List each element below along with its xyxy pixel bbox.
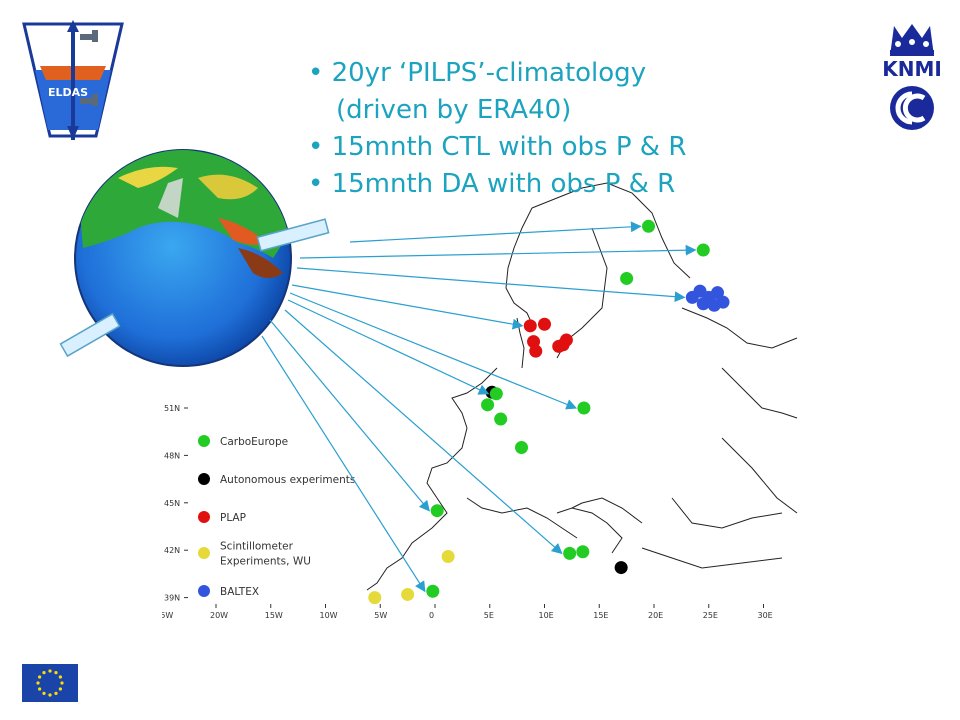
- lat-tick-label: 51N: [164, 404, 180, 413]
- bullet-item-climatology-sub: (driven by ERA40): [336, 95, 572, 125]
- site-marker-plap: [559, 333, 573, 347]
- eu-star-icon: [42, 671, 46, 675]
- eldas-logo-text: ELDAS: [48, 86, 88, 99]
- site-marker-baltex: [696, 297, 710, 311]
- eu-star-icon: [58, 687, 62, 691]
- eu-star-icon: [48, 693, 52, 697]
- site-marker-carboeurope: [577, 401, 591, 415]
- eu-star-icon: [60, 681, 64, 685]
- site-marker-carboeurope: [620, 271, 634, 285]
- legend-label-scintillometer: Experiments, WU: [220, 556, 311, 568]
- lon-tick-label: 10W: [320, 611, 338, 620]
- site-arrow: [296, 267, 686, 303]
- lon-tick-label: 5E: [484, 611, 494, 620]
- eu-star-icon: [48, 669, 52, 673]
- lon-tick-label: 0: [429, 611, 434, 620]
- legend-label-baltex: BALTEX: [220, 586, 259, 598]
- site-arrow: [287, 299, 490, 395]
- bullet-item-da: • 15mnth DA with obs P & R: [308, 169, 676, 199]
- site-marker-carboeurope: [481, 398, 495, 412]
- lat-tick-label: 39N: [164, 594, 180, 603]
- eu-star-icon: [58, 675, 62, 679]
- site-marker-carboeurope: [563, 546, 577, 560]
- lon-tick-label: 20E: [648, 611, 663, 620]
- legend-swatch-autonomous: [198, 473, 210, 485]
- globe-probe-right: [256, 218, 330, 252]
- earth-globe: [59, 149, 330, 367]
- site-marker-carboeurope: [642, 219, 656, 233]
- site-marker-scintillometer: [441, 550, 455, 564]
- coastline: [366, 182, 798, 591]
- site-marker-baltex: [707, 298, 721, 312]
- globe-probe-left: [59, 312, 121, 358]
- legend-swatch-carboeurope: [198, 435, 210, 447]
- eu-flag-icon: [22, 664, 78, 702]
- lon-tick-label: 15W: [265, 611, 283, 620]
- site-arrow: [284, 309, 563, 555]
- eu-star-icon: [36, 681, 40, 685]
- site-marker-scintillometer: [401, 587, 415, 601]
- eu-star-icon: [38, 687, 42, 691]
- legend-label-scintillometer: Scintillometer: [220, 541, 294, 553]
- lon-tick-label: 25W: [162, 611, 173, 620]
- lat-tick-label: 45N: [164, 499, 180, 508]
- site-arrow: [291, 284, 524, 330]
- legend-label-carboeurope: CarboEurope: [220, 436, 288, 448]
- site-marker-carboeurope: [696, 243, 710, 257]
- eu-star-icon: [54, 691, 58, 695]
- site-marker-carboeurope: [489, 387, 503, 401]
- site-arrows: [261, 221, 697, 593]
- site-arrow: [261, 335, 426, 593]
- site-marker-plap: [538, 317, 551, 331]
- legend-label-plap: PLAP: [220, 512, 246, 524]
- eu-star-icon: [38, 675, 42, 679]
- legend-label-autonomous: Autonomous experiments: [220, 474, 355, 486]
- site-marker-carboeurope: [576, 545, 590, 559]
- site-marker-plap: [523, 319, 537, 333]
- bullet-item-ctl: • 15mnth CTL with obs P & R: [308, 132, 687, 162]
- legend-swatch-plap: [198, 511, 210, 523]
- site-marker-carboeurope: [426, 584, 440, 598]
- lon-tick-label: 10E: [539, 611, 554, 620]
- lat-tick-label: 42N: [164, 546, 180, 555]
- site-arrow: [269, 319, 430, 512]
- site-marker-baltex: [711, 286, 725, 300]
- lon-tick-label: 5W: [374, 611, 387, 620]
- site-marker-carboeurope: [494, 412, 508, 426]
- ecmwf-logo: [890, 86, 934, 130]
- legend-swatch-baltex: [198, 585, 210, 597]
- site-marker-carboeurope: [515, 441, 529, 454]
- bullet-item-climatology: • 20yr ‘PILPS’-climatology: [308, 58, 647, 88]
- bullet-list: • 20yr ‘PILPS’-climatology (driven by ER…: [308, 55, 686, 203]
- site-arrow: [289, 292, 578, 410]
- site-marker-plap: [529, 344, 543, 358]
- site-marker-autonomous: [614, 561, 628, 575]
- lon-tick-label: 30E: [758, 611, 773, 620]
- site-marker-scintillometer: [368, 591, 382, 605]
- legend-swatch-scintillometer: [198, 547, 210, 559]
- lat-tick-label: 48N: [164, 451, 180, 460]
- lon-tick-label: 20W: [210, 611, 228, 620]
- site-markers: [368, 219, 730, 605]
- site-arrow: [349, 221, 642, 243]
- map-legend: CarboEurope Autonomous experiments PLAP Sci…: [198, 435, 355, 598]
- eu-star-icon: [54, 671, 58, 675]
- site-marker-carboeurope: [430, 504, 444, 518]
- eu-stars: [36, 669, 64, 697]
- knmi-logo: KNMI: [882, 24, 942, 130]
- eldas-logo: ELDAS: [22, 20, 124, 140]
- lon-tick-label: 15E: [593, 611, 608, 620]
- eu-star-icon: [42, 691, 46, 695]
- site-arrow: [299, 244, 697, 259]
- knmi-logo-text: KNMI: [882, 57, 942, 81]
- lon-labels: 25W20W15W10W5W05E10E15E20E25E30E35E: [162, 611, 773, 620]
- lon-tick-label: 25E: [703, 611, 718, 620]
